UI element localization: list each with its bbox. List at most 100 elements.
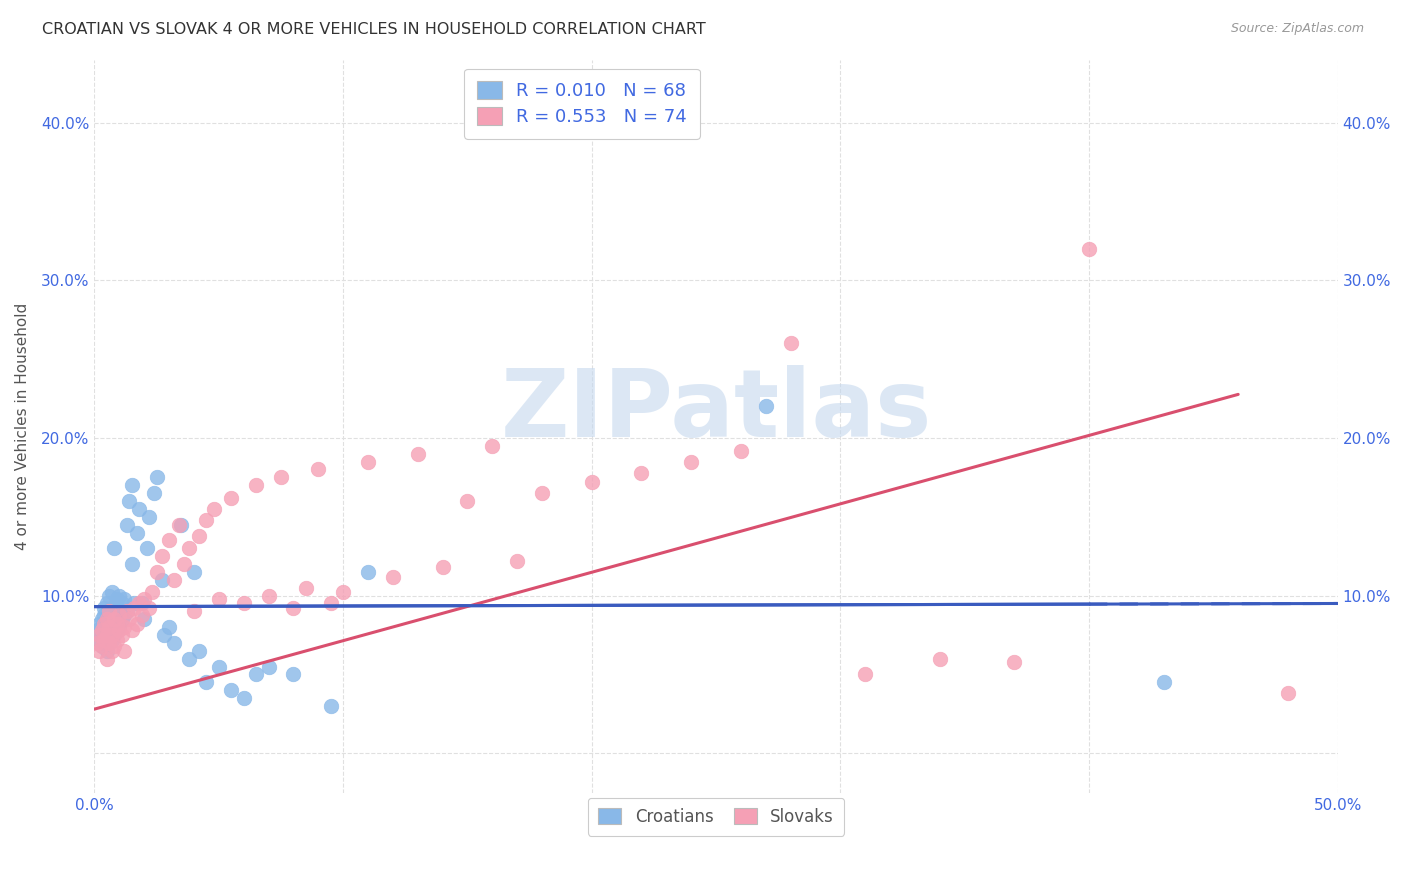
- Point: [98, 604, 121, 618]
- Point: [131, 607, 153, 622]
- Point: [245, 478, 267, 492]
- Point: [112, 607, 135, 622]
- Point: [111, 628, 134, 642]
- Point: [98, 620, 121, 634]
- Point: [103, 612, 125, 626]
- Point: [1277, 686, 1299, 700]
- Point: [122, 601, 145, 615]
- Point: [232, 597, 254, 611]
- Point: [135, 541, 157, 556]
- Point: [163, 636, 186, 650]
- Point: [145, 565, 167, 579]
- Point: [98, 589, 121, 603]
- Point: [98, 620, 121, 634]
- Point: [89, 617, 111, 632]
- Point: [115, 604, 138, 618]
- Point: [96, 612, 118, 626]
- Point: [145, 470, 167, 484]
- Point: [173, 557, 195, 571]
- Point: [103, 628, 125, 642]
- Point: [208, 659, 231, 673]
- Point: [295, 581, 318, 595]
- Point: [208, 591, 231, 606]
- Point: [183, 565, 205, 579]
- Point: [195, 513, 218, 527]
- Point: [93, 620, 115, 634]
- Point: [101, 632, 124, 647]
- Point: [456, 494, 478, 508]
- Point: [141, 585, 163, 599]
- Point: [112, 591, 135, 606]
- Point: [121, 624, 143, 638]
- Point: [219, 683, 242, 698]
- Point: [101, 601, 124, 615]
- Point: [118, 612, 141, 626]
- Point: [202, 502, 225, 516]
- Point: [105, 632, 128, 647]
- Point: [98, 604, 121, 618]
- Point: [89, 628, 111, 642]
- Point: [111, 597, 134, 611]
- Point: [131, 597, 153, 611]
- Point: [530, 486, 553, 500]
- Point: [779, 336, 801, 351]
- Point: [115, 517, 138, 532]
- Point: [167, 517, 190, 532]
- Point: [283, 667, 305, 681]
- Point: [101, 644, 124, 658]
- Point: [138, 509, 160, 524]
- Point: [101, 628, 124, 642]
- Point: [86, 624, 108, 638]
- Point: [219, 491, 242, 505]
- Point: [138, 601, 160, 615]
- Point: [581, 475, 603, 489]
- Point: [93, 601, 115, 615]
- Legend: Croatians, Slovaks: Croatians, Slovaks: [588, 797, 844, 836]
- Y-axis label: 4 or more Vehicles in Household: 4 or more Vehicles in Household: [15, 302, 30, 549]
- Point: [270, 470, 292, 484]
- Point: [121, 557, 143, 571]
- Point: [183, 604, 205, 618]
- Point: [112, 644, 135, 658]
- Point: [506, 554, 529, 568]
- Point: [121, 478, 143, 492]
- Point: [90, 612, 112, 626]
- Point: [128, 597, 150, 611]
- Point: [1153, 675, 1175, 690]
- Point: [257, 589, 280, 603]
- Point: [105, 617, 128, 632]
- Point: [96, 628, 118, 642]
- Point: [101, 617, 124, 632]
- Point: [105, 607, 128, 622]
- Point: [332, 585, 354, 599]
- Text: Source: ZipAtlas.com: Source: ZipAtlas.com: [1230, 22, 1364, 36]
- Point: [105, 624, 128, 638]
- Point: [1002, 655, 1025, 669]
- Point: [90, 624, 112, 638]
- Point: [108, 589, 131, 603]
- Point: [98, 636, 121, 650]
- Point: [928, 651, 950, 665]
- Point: [163, 573, 186, 587]
- Point: [122, 597, 145, 611]
- Point: [319, 597, 342, 611]
- Point: [170, 517, 193, 532]
- Point: [630, 466, 652, 480]
- Point: [177, 651, 200, 665]
- Point: [108, 624, 131, 638]
- Point: [90, 628, 112, 642]
- Point: [432, 560, 454, 574]
- Point: [105, 591, 128, 606]
- Point: [98, 636, 121, 650]
- Point: [730, 443, 752, 458]
- Point: [187, 644, 209, 658]
- Point: [86, 636, 108, 650]
- Point: [93, 636, 115, 650]
- Point: [93, 617, 115, 632]
- Point: [108, 604, 131, 618]
- Point: [481, 439, 503, 453]
- Point: [143, 486, 166, 500]
- Point: [357, 454, 380, 468]
- Point: [150, 549, 173, 564]
- Point: [177, 541, 200, 556]
